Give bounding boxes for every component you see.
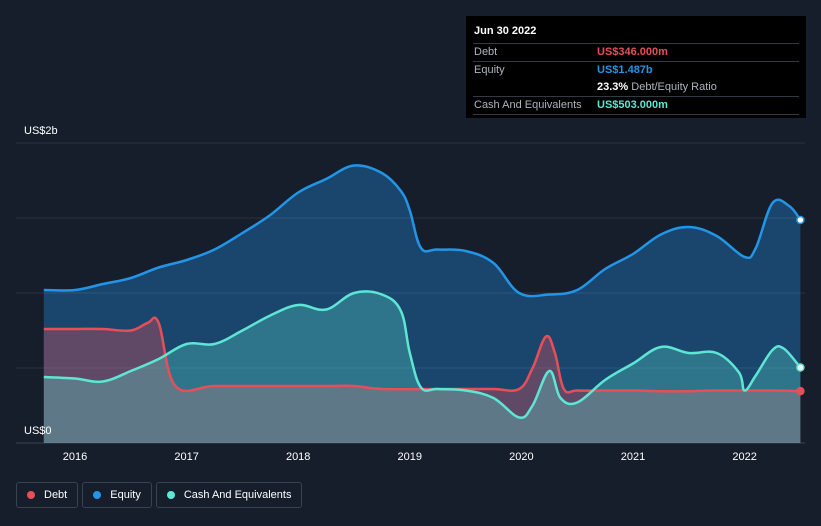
tooltip-cash-label: Cash And Equivalents: [474, 99, 582, 111]
tooltip-ratio-row: 23.3% Debt/Equity Ratio: [473, 79, 799, 96]
legend-item-equity[interactable]: Equity: [82, 482, 152, 508]
tooltip-cash-value: US$503.000m: [597, 99, 668, 111]
x-tick-label: 2019: [397, 451, 423, 463]
y-tick-label-zero: US$0: [24, 425, 52, 437]
chart-legend: Debt Equity Cash And Equivalents: [16, 482, 306, 510]
data-tooltip: Jun 30 2022 Debt US$346.000m Equity US$1…: [466, 16, 806, 118]
legend-item-cash[interactable]: Cash And Equivalents: [155, 482, 303, 508]
tooltip-ratio-label: Debt/Equity Ratio: [631, 81, 717, 93]
legend-item-debt[interactable]: Debt: [16, 482, 79, 508]
tooltip-bottom-rule: [473, 114, 799, 115]
legend-label-cash: Cash And Equivalents: [183, 489, 292, 501]
legend-label-equity: Equity: [110, 489, 141, 501]
debt-dot-icon: [27, 491, 35, 499]
x-tick-label: 2022: [732, 451, 757, 463]
series-line-cash-and-equivalents: [43, 290, 802, 419]
x-tick-label: 2021: [620, 451, 646, 463]
tooltip-equity-row: Equity US$1.487b: [473, 61, 799, 79]
x-tick-label: 2017: [174, 451, 199, 463]
tooltip-debt-value: US$346.000m: [597, 46, 668, 58]
equity-dot-icon: [93, 491, 102, 499]
x-tick-label: 2020: [509, 451, 534, 463]
end-marker-cash-and-equivalents: [796, 363, 805, 372]
series-area-equity: [43, 165, 801, 443]
x-tick-label: 2016: [62, 451, 88, 463]
tooltip-debt-label: Debt: [474, 46, 498, 58]
series-area-debt: [43, 317, 801, 443]
series-area-cash-and-equivalents: [43, 291, 801, 443]
series-line-equity: [43, 164, 802, 298]
series-line-debt: [43, 316, 801, 394]
x-tick-label: 2018: [285, 451, 311, 463]
tooltip-ratio-value: 23.3%: [597, 81, 629, 93]
tooltip-debt-row: Debt US$346.000m: [473, 43, 799, 61]
end-marker-equity: [796, 215, 805, 225]
tooltip-cash-row: Cash And Equivalents US$503.000m: [473, 96, 799, 114]
tooltip-equity-value: US$1.487b: [597, 64, 653, 76]
cash-dot-icon: [166, 491, 175, 499]
tooltip-ratio: 23.3% Debt/Equity Ratio: [597, 79, 717, 96]
end-marker-debt: [796, 386, 805, 396]
tooltip-date: Jun 30 2022: [474, 25, 537, 37]
y-tick-label-top: US$2b: [24, 125, 58, 137]
tooltip-equity-label: Equity: [474, 64, 505, 76]
legend-label-debt: Debt: [44, 489, 68, 501]
